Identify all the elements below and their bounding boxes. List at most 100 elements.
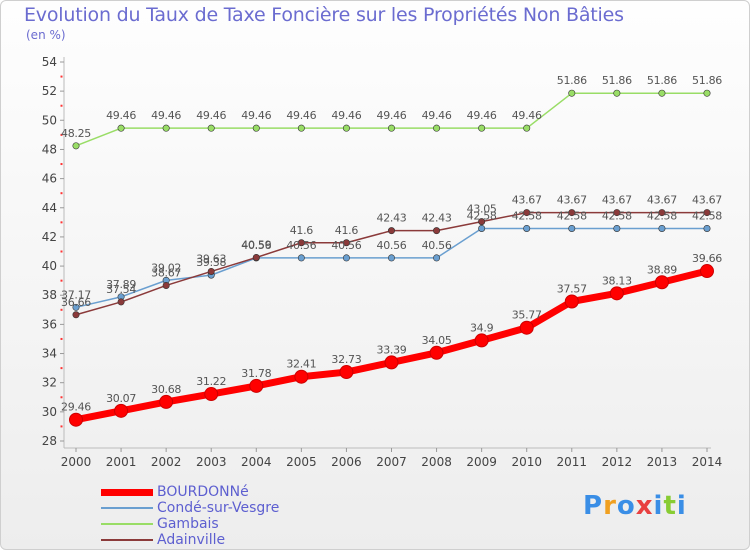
data-label: 35.77 (512, 309, 542, 322)
data-label: 40.56 (331, 239, 361, 252)
data-label: 37.89 (106, 278, 136, 291)
data-label: 49.46 (286, 109, 316, 122)
data-label: 51.86 (602, 74, 632, 87)
data-label: 40.56 (241, 239, 271, 252)
x-tick-label: 2009 (466, 455, 497, 469)
data-label: 40.56 (286, 239, 316, 252)
data-label: 38.13 (602, 274, 632, 287)
data-label: 49.46 (241, 109, 271, 122)
y-tick-label: 48 (42, 142, 57, 156)
data-point (658, 209, 666, 217)
data-point (478, 124, 486, 132)
data-point (433, 254, 441, 262)
data-point (297, 254, 305, 262)
data-point (117, 124, 125, 132)
x-tick-label: 2004 (241, 455, 272, 469)
data-point (433, 124, 441, 132)
data-label: 48.25 (61, 127, 91, 140)
data-point (703, 89, 711, 97)
data-label: 37.17 (61, 288, 91, 301)
data-label: 49.46 (512, 109, 542, 122)
x-tick-label: 2003 (196, 455, 227, 469)
data-point (429, 345, 444, 360)
data-label: 40.56 (377, 239, 407, 252)
data-point (613, 224, 621, 232)
y-minor-tick (60, 104, 63, 107)
data-label: 42.43 (422, 212, 452, 225)
data-label: 49.46 (422, 109, 452, 122)
data-label: 42.43 (377, 212, 407, 225)
data-point (384, 355, 399, 370)
data-point (568, 224, 576, 232)
legend-label: BOURDONNé (157, 484, 249, 500)
data-point (564, 294, 579, 309)
legend: BOURDONNé Condé-sur-Vesgre Gambais Adainvil… (101, 484, 279, 548)
data-point (252, 124, 260, 132)
y-minor-tick (60, 133, 63, 136)
legend-swatch (101, 523, 153, 525)
data-label: 49.46 (106, 109, 136, 122)
data-point (654, 275, 669, 290)
data-label: 42.58 (647, 209, 677, 222)
y-unit-label: (en %) (26, 28, 66, 42)
data-label: 42.58 (512, 209, 542, 222)
data-label: 43.05 (467, 203, 497, 216)
x-tick-label: 2011 (557, 455, 588, 469)
y-minor-tick (60, 221, 63, 224)
data-label: 42.58 (602, 209, 632, 222)
y-tick-label: 54 (42, 55, 57, 69)
data-point (703, 209, 711, 217)
data-label: 49.46 (151, 109, 181, 122)
y-tick-label: 50 (42, 113, 57, 127)
y-tick-label: 38 (42, 288, 57, 302)
data-label: 43.67 (647, 194, 677, 207)
y-tick-label: 32 (42, 376, 57, 390)
data-label: 39.66 (692, 252, 722, 265)
legend-label: Adainville (157, 532, 226, 548)
data-label: 41.6 (290, 224, 314, 237)
data-point (342, 239, 350, 247)
data-point (159, 394, 174, 409)
data-label: 40.56 (422, 239, 452, 252)
data-point (387, 227, 395, 235)
data-label: 34.05 (422, 334, 452, 347)
data-point (207, 267, 215, 275)
chart-title: Evolution du Taux de Taxe Foncière sur l… (24, 4, 624, 26)
data-point (387, 254, 395, 262)
data-point (519, 320, 534, 335)
y-tick-label: 46 (42, 172, 57, 186)
data-label: 40.59 (241, 238, 271, 251)
y-tick-label: 42 (42, 230, 57, 244)
data-label: 36.66 (61, 296, 91, 309)
data-point (114, 403, 129, 418)
data-label: 49.46 (331, 109, 361, 122)
y-minor-tick (60, 337, 63, 340)
data-label: 42.58 (692, 209, 722, 222)
data-point (568, 209, 576, 217)
data-label: 37.54 (106, 283, 136, 296)
y-tick-label: 36 (42, 317, 57, 331)
data-label: 31.22 (196, 375, 226, 388)
y-tick-label: 28 (42, 434, 57, 448)
data-label: 49.46 (377, 109, 407, 122)
data-label: 39.38 (196, 256, 226, 269)
x-tick-label: 2002 (151, 455, 182, 469)
data-point (297, 239, 305, 247)
legend-item: Adainville (101, 532, 279, 548)
y-minor-tick (60, 250, 63, 253)
x-tick-label: 2001 (106, 455, 137, 469)
data-point (342, 124, 350, 132)
data-point (700, 264, 714, 279)
x-tick-label: 2010 (511, 455, 542, 469)
legend-swatch (101, 488, 153, 496)
data-point (72, 303, 80, 311)
legend-swatch (101, 539, 153, 541)
data-point (69, 412, 83, 427)
data-point (339, 365, 354, 380)
legend-item: Condé-sur-Vesgre (101, 500, 279, 516)
data-point (387, 124, 395, 132)
data-point (207, 124, 215, 132)
proxiti-logo: Proxiti (583, 491, 687, 521)
y-minor-tick (60, 308, 63, 311)
